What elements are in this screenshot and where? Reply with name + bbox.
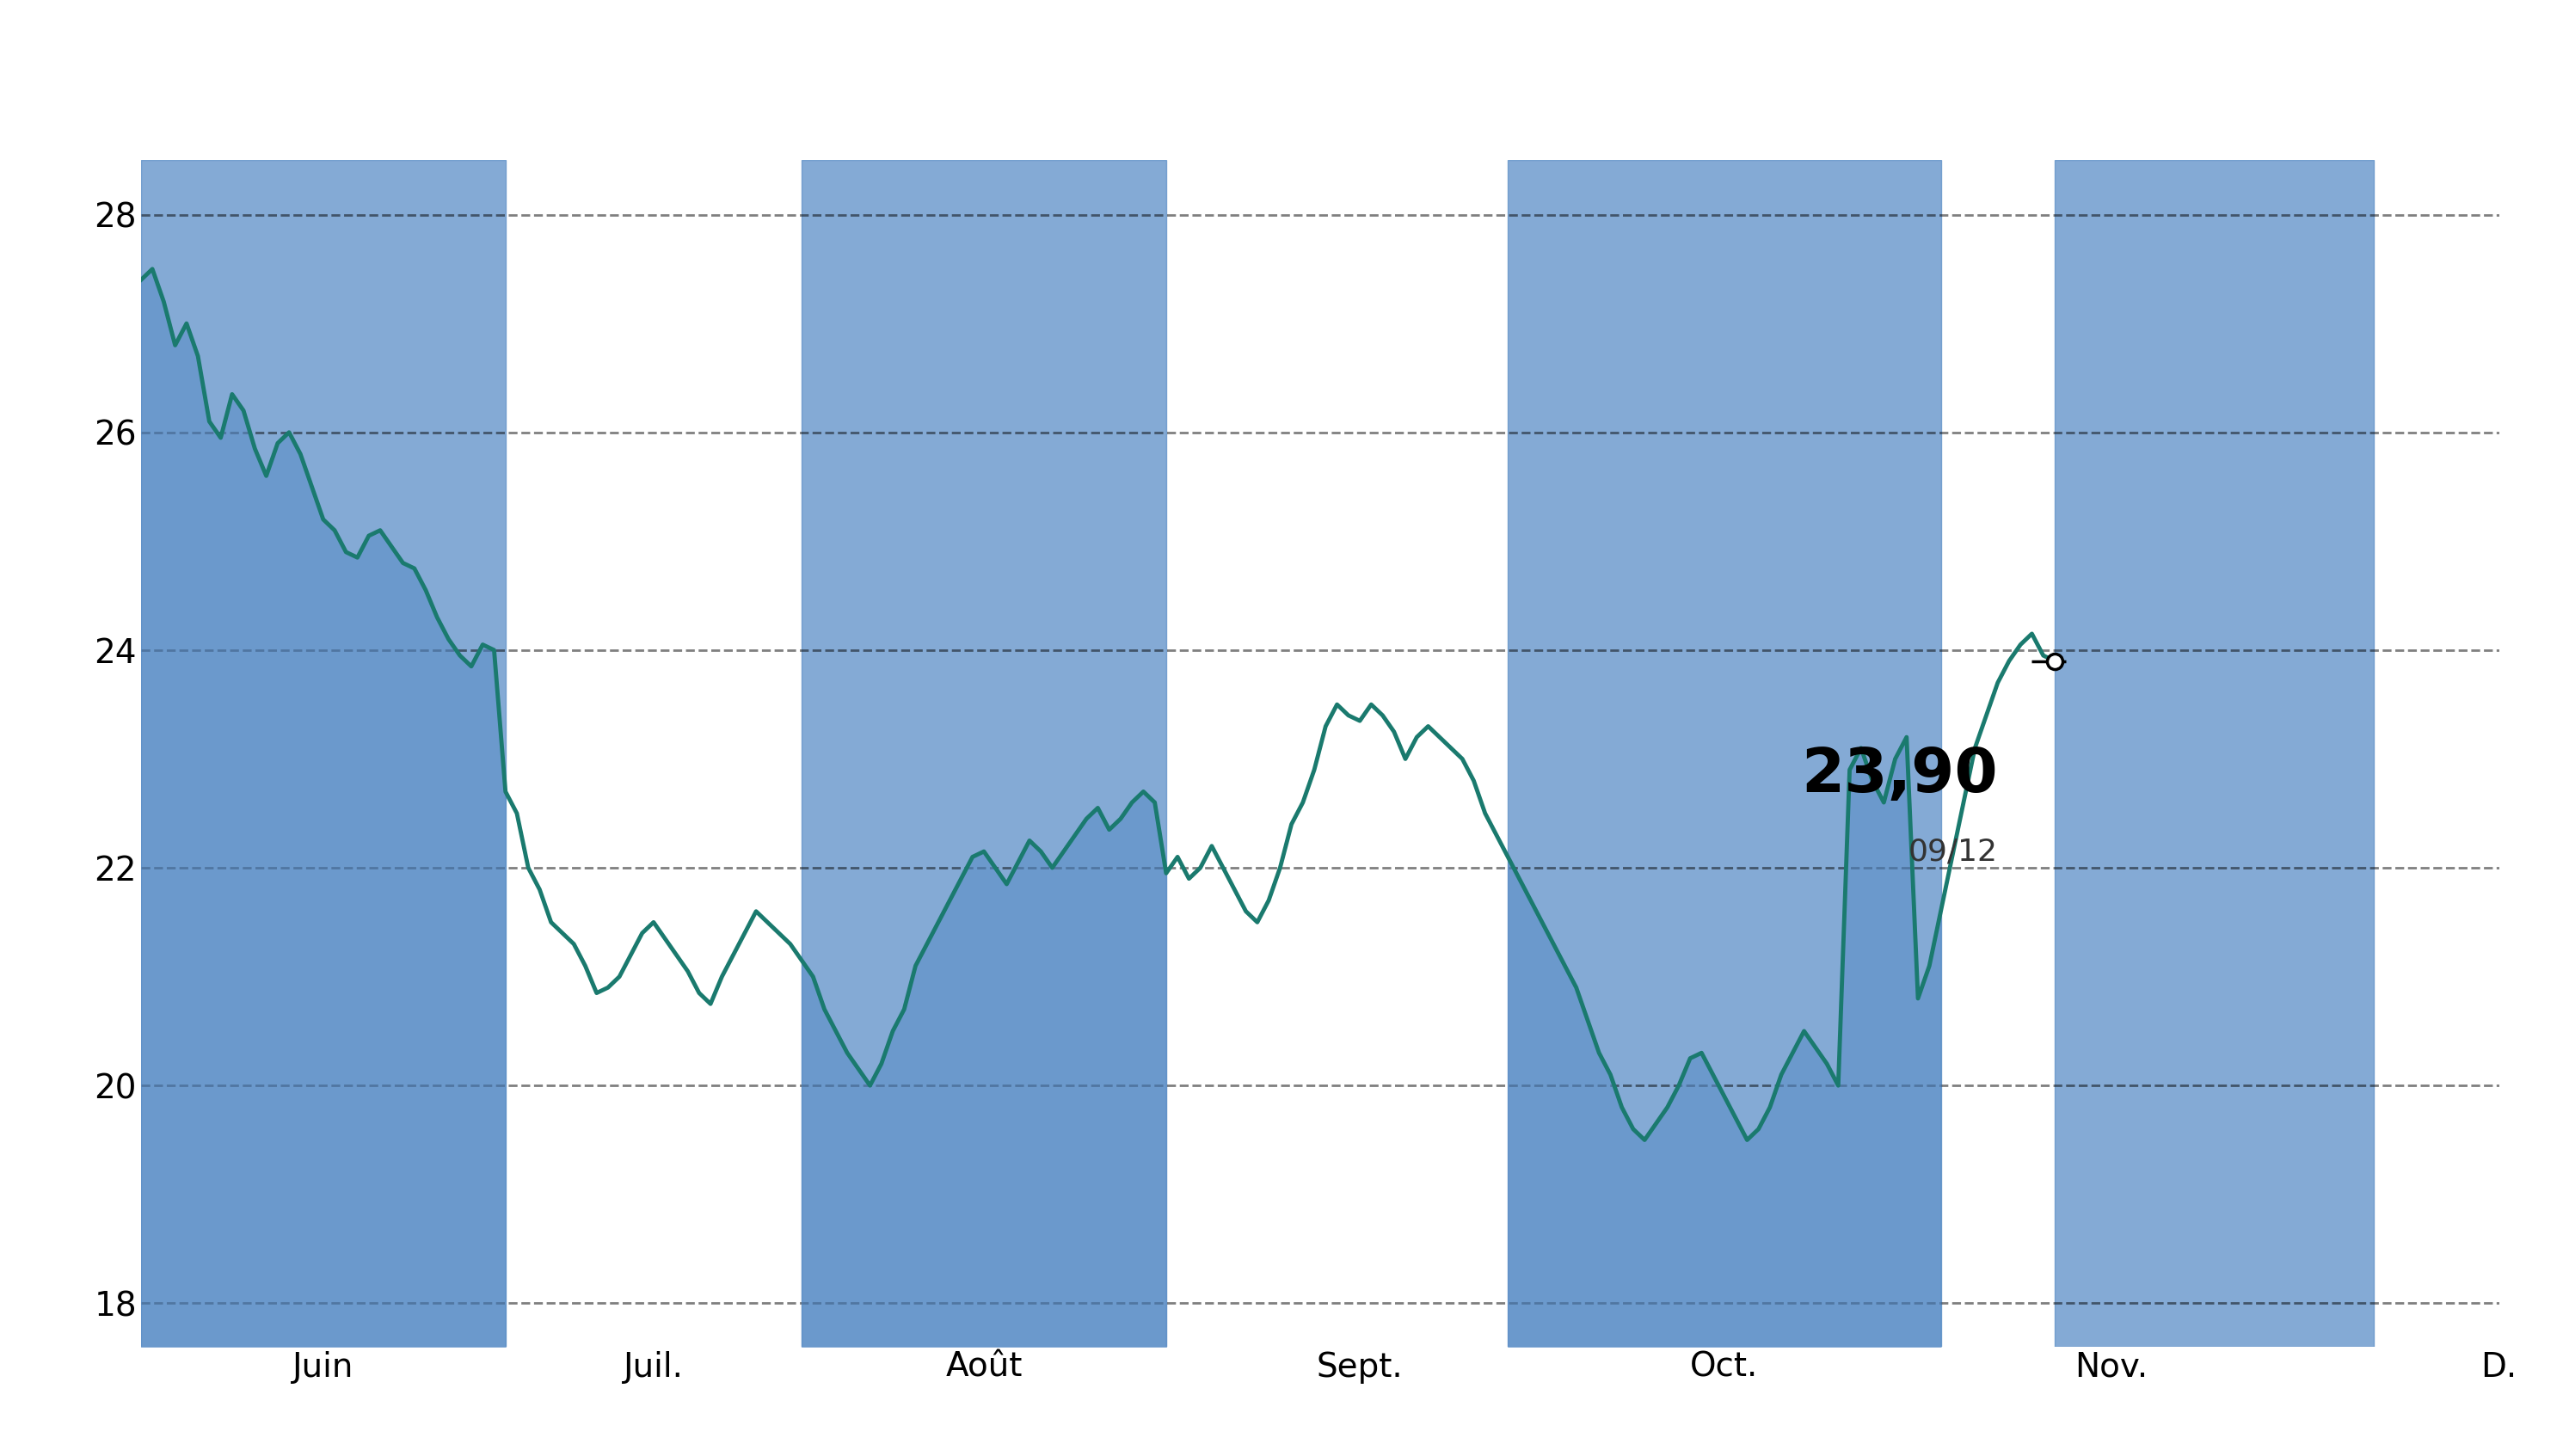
Bar <box>141 160 505 1347</box>
Bar <box>802 160 1166 1347</box>
Text: 09/12: 09/12 <box>1909 837 1997 866</box>
Bar <box>1507 160 1940 1347</box>
Bar <box>2056 160 2373 1347</box>
Text: GFT Technologies SE: GFT Technologies SE <box>894 45 1669 112</box>
Text: 23,90: 23,90 <box>1802 745 1997 805</box>
